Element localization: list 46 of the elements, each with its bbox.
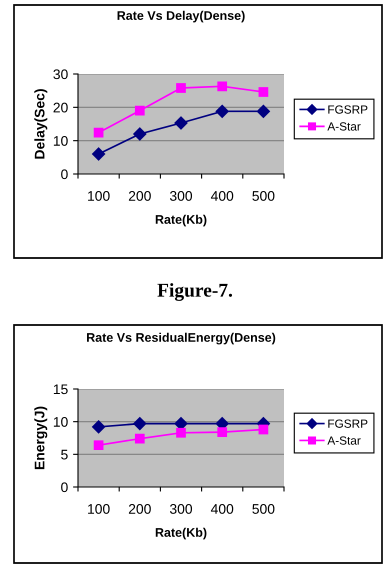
point xyxy=(217,427,228,437)
x-tick-label: 400 xyxy=(210,504,234,514)
text: Figure-7. xyxy=(157,283,232,301)
x-axis-title: Rate(Kb) xyxy=(156,528,206,540)
point xyxy=(94,440,104,450)
y-tick-label: 10 xyxy=(54,417,68,427)
y-tick-label: 0 xyxy=(61,482,68,492)
point xyxy=(258,87,268,97)
x-tick-label: 200 xyxy=(128,504,151,514)
x-tick-label: 500 xyxy=(252,504,274,514)
point xyxy=(134,106,145,116)
point xyxy=(176,428,186,438)
point xyxy=(174,116,188,130)
point xyxy=(133,127,146,141)
point xyxy=(92,147,106,161)
x-tick-label: 200 xyxy=(128,191,151,201)
point xyxy=(217,81,228,92)
x-tick-label: 400 xyxy=(210,191,234,201)
x-tick-label: 300 xyxy=(170,191,192,201)
point xyxy=(92,420,106,434)
point xyxy=(134,434,145,444)
y-axis-title: Delay(Sec) xyxy=(34,89,48,159)
y-axis-title: Energy(J) xyxy=(34,406,48,470)
point xyxy=(176,83,186,93)
point xyxy=(256,104,270,118)
x-tick-label: 100 xyxy=(88,191,110,201)
point xyxy=(216,104,229,118)
chart-title: Rate Vs ResidualEnergy(Dense) xyxy=(87,332,276,344)
y-tick-label: 0 xyxy=(61,169,68,180)
point xyxy=(133,417,146,430)
y-tick-label: 20 xyxy=(54,102,68,113)
point xyxy=(94,128,104,138)
y-tick-label: 10 xyxy=(54,136,68,146)
x-tick-label: 500 xyxy=(252,191,274,201)
x-tick-label: 300 xyxy=(170,504,192,514)
chart-title: Rate Vs Delay(Dense) xyxy=(118,10,245,22)
y-tick-label: 30 xyxy=(53,69,68,80)
legend-label: FGSRP xyxy=(328,105,368,114)
legend-label: A-Star xyxy=(327,436,361,445)
y-tick-label: 15 xyxy=(54,384,68,394)
x-axis-title: Rate(Kb) xyxy=(156,214,206,226)
legend-label: FGSRP xyxy=(328,419,368,428)
legend-label: A-Star xyxy=(327,122,361,131)
x-tick-label: 100 xyxy=(88,504,110,514)
y-tick-label: 5 xyxy=(61,450,68,460)
point xyxy=(258,424,268,434)
